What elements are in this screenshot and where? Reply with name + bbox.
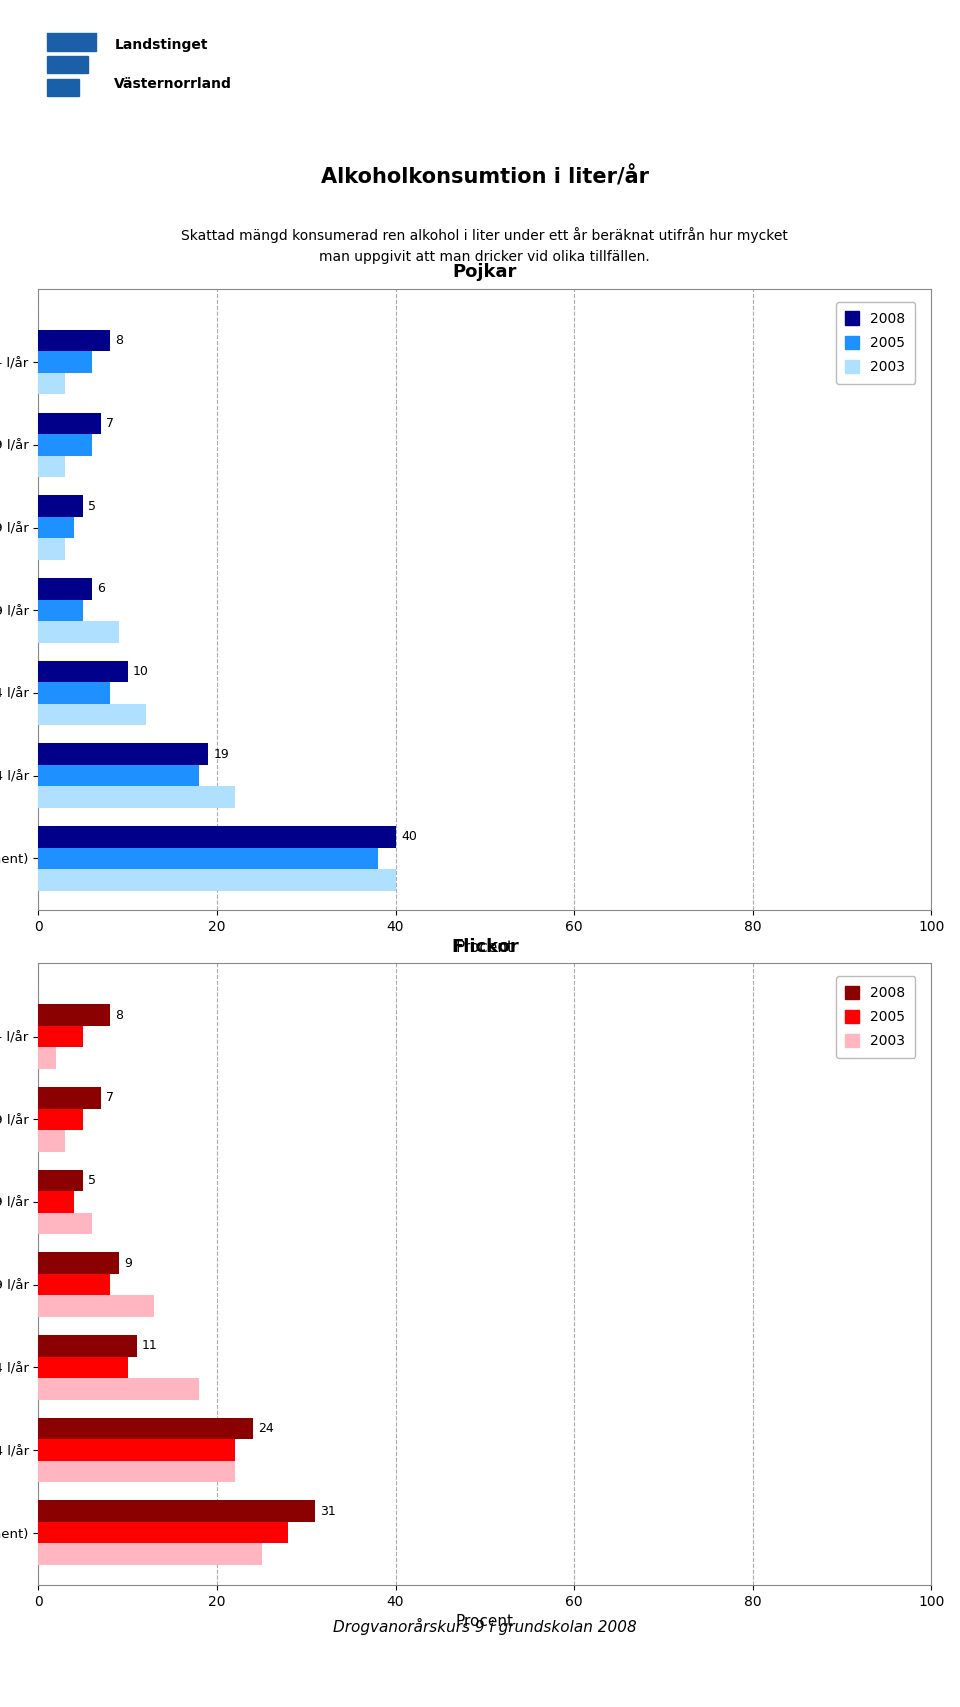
Bar xyxy=(38,1543,261,1565)
Bar xyxy=(38,1048,57,1069)
Bar xyxy=(38,765,199,787)
Text: 31: 31 xyxy=(321,1506,336,1518)
Bar xyxy=(47,56,87,73)
X-axis label: Procent: Procent xyxy=(456,1615,514,1628)
Bar xyxy=(38,1439,235,1461)
Bar xyxy=(38,1169,83,1191)
Bar xyxy=(38,456,65,478)
Bar xyxy=(38,495,83,517)
Bar xyxy=(38,1087,101,1108)
Bar xyxy=(38,1253,119,1273)
Text: 40: 40 xyxy=(401,830,417,843)
Bar xyxy=(38,621,119,642)
Bar xyxy=(38,538,65,560)
Bar xyxy=(38,352,92,372)
Bar xyxy=(38,1273,109,1296)
X-axis label: Procent: Procent xyxy=(456,941,514,954)
Bar xyxy=(38,1296,155,1316)
Text: 24: 24 xyxy=(258,1422,274,1436)
Bar xyxy=(38,1108,83,1130)
Bar xyxy=(38,1419,252,1439)
Bar xyxy=(38,1212,92,1234)
Text: Västernorrland: Västernorrland xyxy=(114,77,232,90)
Text: Drogvanorårskurs 9 i grundskolan 2008: Drogvanorårskurs 9 i grundskolan 2008 xyxy=(333,1618,636,1635)
Bar xyxy=(38,372,65,394)
Text: 19: 19 xyxy=(213,748,229,761)
Bar xyxy=(38,848,377,869)
Bar xyxy=(38,743,208,765)
Text: Landstinget: Landstinget xyxy=(114,38,207,53)
Bar xyxy=(38,1026,83,1048)
Bar xyxy=(38,787,235,807)
Text: 8: 8 xyxy=(115,335,123,347)
Text: 5: 5 xyxy=(88,500,96,512)
Bar xyxy=(38,329,109,352)
Bar xyxy=(38,517,74,538)
Text: Skattad mängd konsumerad ren alkohol i liter under ett år beräknat utifrån hur m: Skattad mängd konsumerad ren alkohol i l… xyxy=(181,227,788,265)
Bar xyxy=(38,703,146,725)
Bar xyxy=(38,1357,128,1378)
Bar xyxy=(38,1378,199,1400)
Bar xyxy=(38,1130,65,1152)
Bar xyxy=(38,1191,74,1212)
Bar xyxy=(47,79,79,96)
Text: 7: 7 xyxy=(107,1091,114,1104)
Text: 6: 6 xyxy=(97,582,106,596)
Text: 11: 11 xyxy=(142,1340,157,1352)
Text: 10: 10 xyxy=(133,666,149,678)
Bar xyxy=(38,1335,136,1357)
Bar xyxy=(38,1461,235,1482)
Bar xyxy=(38,413,101,434)
Bar xyxy=(38,683,109,703)
Text: 9: 9 xyxy=(124,1256,132,1270)
Text: 5: 5 xyxy=(88,1174,96,1186)
Bar xyxy=(38,579,92,599)
Bar xyxy=(38,869,396,891)
Bar xyxy=(38,599,83,621)
Legend: 2008, 2005, 2003: 2008, 2005, 2003 xyxy=(836,302,915,384)
Bar xyxy=(38,826,396,848)
Title: Pojkar: Pojkar xyxy=(452,263,517,282)
Text: Alkoholkonsumtion i liter/år: Alkoholkonsumtion i liter/år xyxy=(321,166,649,188)
Bar xyxy=(38,1500,315,1523)
Text: 8: 8 xyxy=(115,1009,123,1021)
Bar xyxy=(38,661,128,683)
Bar xyxy=(38,1523,288,1543)
Bar xyxy=(38,1004,109,1026)
Legend: 2008, 2005, 2003: 2008, 2005, 2003 xyxy=(836,976,915,1058)
Bar xyxy=(47,34,96,51)
Bar xyxy=(38,434,92,456)
Text: 7: 7 xyxy=(107,417,114,430)
Title: Flickor: Flickor xyxy=(451,937,518,956)
